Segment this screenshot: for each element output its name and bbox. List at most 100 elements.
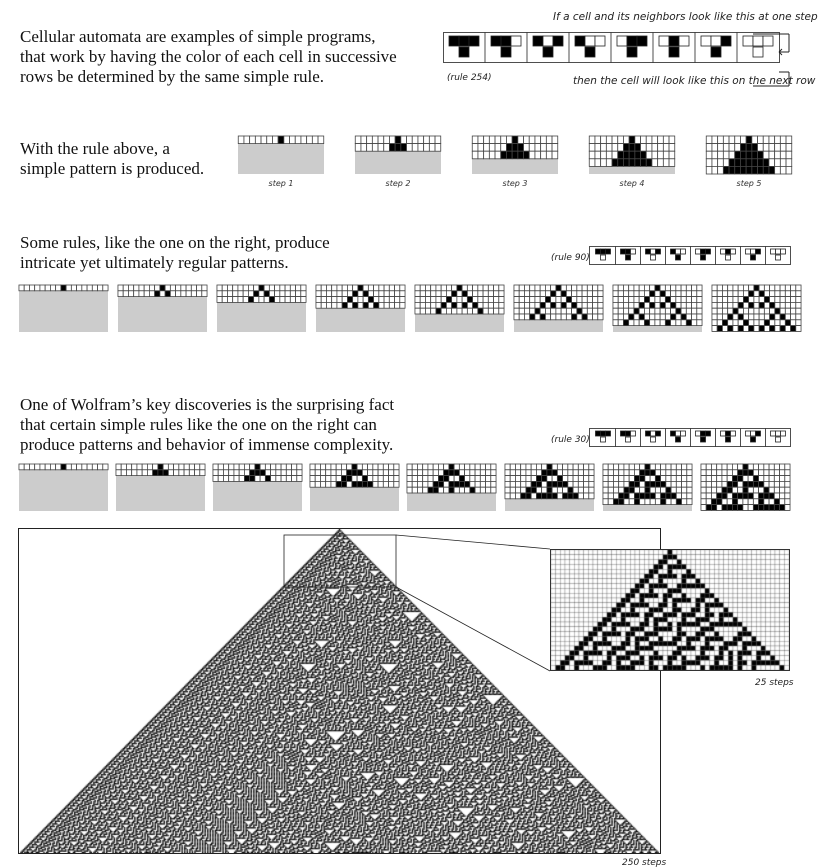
- step-caption: step 3: [475, 179, 555, 188]
- cell: [530, 291, 535, 297]
- cell: [671, 302, 676, 308]
- cell: [441, 285, 446, 291]
- cell: [722, 314, 727, 320]
- cell: [780, 136, 786, 144]
- rule-30-25-step-zoom: [550, 549, 790, 671]
- cell: [510, 487, 515, 493]
- rule-30-step-panel: [407, 464, 496, 511]
- cell: [676, 487, 681, 493]
- cell: [222, 285, 227, 291]
- cell: [728, 291, 733, 297]
- cell: [775, 314, 780, 320]
- cell: [728, 314, 733, 320]
- cell: [711, 493, 716, 499]
- cell: [271, 470, 276, 476]
- cell: [692, 285, 697, 291]
- cell: [295, 136, 301, 144]
- cell: [634, 308, 639, 314]
- cell: [357, 470, 362, 476]
- rule-90-step-panel: [712, 285, 801, 332]
- cell: [589, 470, 594, 476]
- cell: [641, 144, 647, 152]
- cell: [743, 499, 748, 505]
- cell: [462, 285, 467, 291]
- cell: [526, 493, 531, 499]
- cell: [692, 302, 697, 308]
- cell: [389, 470, 394, 476]
- cell: [438, 476, 443, 482]
- cell: [326, 302, 331, 308]
- cell: [723, 144, 729, 152]
- cell: [557, 464, 562, 470]
- cell: [606, 151, 612, 159]
- cell: [612, 151, 618, 159]
- cell: [613, 291, 618, 297]
- cell: [71, 285, 76, 291]
- cell: [310, 476, 315, 482]
- cell: [661, 493, 666, 499]
- cell: [671, 297, 676, 303]
- cell: [786, 166, 792, 174]
- cell: [791, 308, 796, 314]
- cell: [552, 481, 557, 487]
- rule-30-step-panel: [116, 464, 205, 511]
- cell: [363, 297, 368, 303]
- cell: [179, 464, 184, 470]
- cell: [646, 144, 652, 152]
- cell: [480, 481, 485, 487]
- cell: [671, 470, 676, 476]
- cell: [658, 159, 664, 167]
- cell: [697, 320, 702, 326]
- cell: [540, 314, 545, 320]
- cell: [425, 291, 430, 297]
- cell: [321, 297, 326, 303]
- cell: [655, 464, 660, 470]
- cell: [384, 297, 389, 303]
- cell: [641, 151, 647, 159]
- cell: [222, 297, 227, 303]
- cell: [758, 136, 764, 144]
- cell: [368, 464, 373, 470]
- cell: [200, 464, 205, 470]
- cell: [780, 314, 785, 320]
- cell: [729, 151, 735, 159]
- cell: [770, 285, 775, 291]
- cell: [763, 136, 769, 144]
- cell: [362, 470, 367, 476]
- cell: [658, 136, 664, 144]
- cell: [123, 291, 128, 297]
- cell: [629, 499, 634, 505]
- cell: [530, 297, 535, 303]
- cell: [634, 476, 639, 482]
- cell: [722, 499, 727, 505]
- cell: [589, 159, 595, 167]
- cell: [19, 464, 24, 470]
- cell: [650, 493, 655, 499]
- cell: [676, 302, 681, 308]
- cell: [584, 464, 589, 470]
- cell: [722, 493, 727, 499]
- cell: [452, 291, 457, 297]
- cell: [488, 291, 493, 297]
- cell: [796, 302, 801, 308]
- cell: [619, 487, 624, 493]
- cell: [478, 144, 484, 152]
- cell: [791, 314, 796, 320]
- cell: [749, 302, 754, 308]
- cell: [546, 136, 552, 144]
- cell: [312, 136, 318, 144]
- cell: [573, 470, 578, 476]
- cell: [733, 326, 738, 332]
- cell: [267, 136, 273, 144]
- rule-30-step-panel: [701, 464, 790, 511]
- cell: [764, 302, 769, 308]
- rule-254-step-panel: [355, 136, 441, 174]
- cell: [738, 470, 743, 476]
- cell: [608, 476, 613, 482]
- cell: [593, 285, 598, 291]
- cell: [265, 464, 270, 470]
- cell: [321, 302, 326, 308]
- cell: [639, 314, 644, 320]
- cell: [259, 291, 264, 297]
- cell: [623, 151, 629, 159]
